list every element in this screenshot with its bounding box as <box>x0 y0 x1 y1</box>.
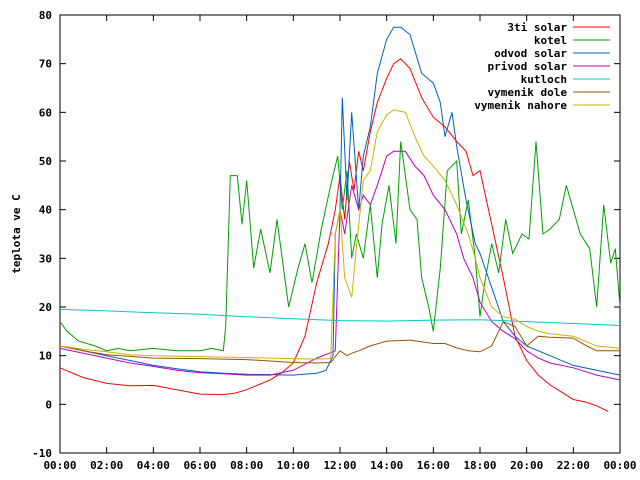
y-axis-label: teplota ve C <box>10 194 23 273</box>
series-line-privod-solar <box>59 150 621 381</box>
x-tick-label: 22:00 <box>557 459 590 472</box>
series-line-vymenik-dole <box>59 320 620 364</box>
x-tick-label: 20:00 <box>510 459 543 472</box>
y-tick-label: 50 <box>39 155 52 168</box>
x-tick-label: 14:00 <box>370 459 403 472</box>
y-axis: -10 0 10 20 30 40 50 60 70 80 <box>32 9 620 460</box>
legend-label: kutloch <box>521 73 567 86</box>
legend-label: privod solar <box>488 60 568 73</box>
x-tick-label: 10:00 <box>277 459 310 472</box>
legend-label: odvod solar <box>494 47 567 60</box>
series-line-3ti-solar <box>59 58 609 413</box>
y-tick-label: 30 <box>39 252 52 265</box>
legend-label: vymenik dole <box>488 86 568 99</box>
x-tick-label: 12:00 <box>323 459 356 472</box>
legend-label: vymenik nahore <box>474 99 567 112</box>
y-tick-label: 80 <box>39 9 52 22</box>
y-tick-label: 40 <box>39 204 52 217</box>
x-tick-label: 08:00 <box>230 459 263 472</box>
x-tick-label: 16:00 <box>417 459 450 472</box>
y-tick-label: 70 <box>39 58 52 71</box>
x-tick-label: 06:00 <box>183 459 216 472</box>
y-tick-label: 60 <box>39 106 52 119</box>
series-line-odvod-solar <box>59 26 621 376</box>
x-tick-label: 18:00 <box>463 459 496 472</box>
y-tick-label: 20 <box>39 301 52 314</box>
series-layer <box>59 26 621 413</box>
series-line-vymenik-nahore <box>59 109 621 360</box>
x-tick-label: 00:00 <box>43 459 76 472</box>
legend-label: 3ti solar <box>507 21 567 34</box>
legend-label: kotel <box>534 34 567 47</box>
x-tick-label: 00:00 <box>603 459 636 472</box>
series-line-kutloch <box>59 308 621 326</box>
x-tick-label: 02:00 <box>90 459 123 472</box>
y-tick-label: -10 <box>32 447 52 460</box>
x-tick-label: 04:00 <box>137 459 170 472</box>
y-tick-label: 0 <box>45 398 52 411</box>
x-axis: 00:00 02:00 04:00 06:00 08:00 10:00 12:00 14:00… <box>43 15 637 472</box>
y-tick-label: 10 <box>39 350 52 363</box>
series-line-kotel <box>59 141 621 352</box>
